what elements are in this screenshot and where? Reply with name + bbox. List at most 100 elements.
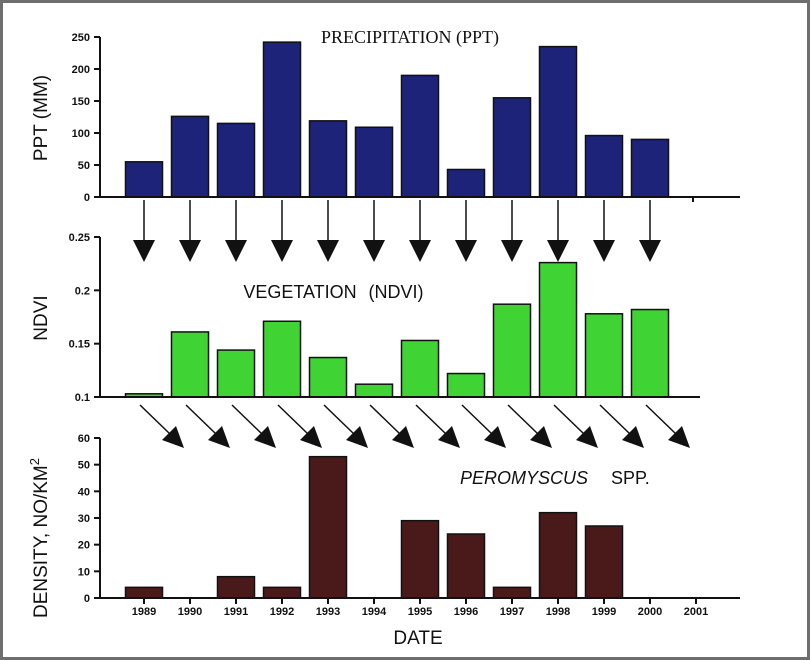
ndvi-bar-1993 xyxy=(308,356,348,398)
year-label-1994: 1994 xyxy=(362,606,387,618)
ndvi-bar-1998 xyxy=(538,261,578,398)
down-arrow-head xyxy=(179,240,201,262)
diagonal-arrow-head xyxy=(392,426,414,448)
diagonal-arrow-head xyxy=(622,426,644,448)
density-y-tick-label: 20 xyxy=(78,540,90,552)
ppt-bar-1995 xyxy=(400,74,440,198)
vegetation-title-ndvi: (NDVI) xyxy=(369,282,424,302)
precipitation-to-vegetation-arrows xyxy=(133,200,661,262)
ndvi-bar-1997 xyxy=(492,303,532,398)
ndvi-y-tick-label: 0.2 xyxy=(75,285,90,297)
density-bar-1997 xyxy=(492,586,532,599)
ndvi-bar-1991 xyxy=(216,349,256,398)
ndvi-bar-1990 xyxy=(170,331,210,398)
density-y-tick-label: 30 xyxy=(78,513,90,525)
down-arrow-head xyxy=(639,240,661,262)
density-bar-1993 xyxy=(308,455,348,599)
diagonal-arrow-shaft xyxy=(645,404,677,435)
diagonal-arrow-shaft xyxy=(599,404,631,435)
density-y-tick-label: 50 xyxy=(78,460,90,472)
diagonal-arrow-head xyxy=(530,426,552,448)
density-bar-1989 xyxy=(124,586,164,599)
density-panel: PEROMYSCUS SPP. DENSITY, NO/KM2 0 10 20 30 4… xyxy=(27,433,740,649)
diagonal-arrow-head xyxy=(208,426,230,448)
ndvi-bar-2000 xyxy=(630,308,670,398)
ndvi-axis-label: NDVI xyxy=(31,295,52,340)
ndvi-bar-1999 xyxy=(584,313,624,398)
ppt-y-tick-label: 250 xyxy=(72,32,90,44)
year-label-2000: 2000 xyxy=(638,606,662,618)
diagonal-arrow-head xyxy=(162,426,184,448)
ppt-bar-1998 xyxy=(538,45,578,198)
density-y-tick-label: 0 xyxy=(84,593,90,605)
ndvi-y-tick-label: 0.15 xyxy=(69,339,90,351)
vegetation-to-density-arrows xyxy=(139,404,690,448)
ndvi-bar-1995 xyxy=(400,339,440,398)
diagonal-arrow-shaft xyxy=(185,404,217,435)
density-y-tick-label: 40 xyxy=(78,486,90,498)
vegetation-title: VEGETATION xyxy=(243,282,356,302)
diagonal-arrow-shaft xyxy=(553,404,585,435)
density-title-genus: PEROMYSCUS xyxy=(460,468,588,488)
precipitation-panel: PRECIPITATION (PPT) PPT (MM) 0 50 100 150 20… xyxy=(31,27,740,204)
density-axis-label-text: DENSITY, NO/KM xyxy=(31,465,52,618)
diagonal-arrow-shaft xyxy=(507,404,539,435)
year-label-1989: 1989 xyxy=(132,606,156,618)
down-arrow-head xyxy=(547,240,569,262)
density-bar-1999 xyxy=(584,525,624,599)
diagonal-arrow-head xyxy=(254,426,276,448)
year-label-1999: 1999 xyxy=(592,606,616,618)
ppt-bar-1991 xyxy=(216,122,256,198)
diagonal-arrow-head xyxy=(438,426,460,448)
density-axis-label-superscript: 2 xyxy=(27,458,42,465)
vegetation-panel: VEGETATION (NDVI) NDVI 0.1 0.15 0.2 0.25 xyxy=(31,232,700,404)
precipitation-title: PRECIPITATION (PPT) xyxy=(321,27,499,48)
diagonal-arrow-head xyxy=(668,426,690,448)
ndvi-y-tick-label: 0.1 xyxy=(75,392,90,404)
year-label-1995: 1995 xyxy=(408,606,432,618)
density-bar-1995 xyxy=(400,519,440,599)
diagonal-arrow-shaft xyxy=(369,404,401,435)
ndvi-bar-1992 xyxy=(262,320,302,398)
year-label-2001: 2001 xyxy=(684,606,708,618)
year-label-1991: 1991 xyxy=(224,606,248,618)
ppt-bar-2000 xyxy=(630,138,670,198)
ppt-y-tick-label: 200 xyxy=(72,64,90,76)
diagonal-arrow-shaft xyxy=(277,404,309,435)
year-label-1996: 1996 xyxy=(454,606,478,618)
density-bar-1996 xyxy=(446,533,486,599)
year-label-1993: 1993 xyxy=(316,606,340,618)
density-y-tick-label: 60 xyxy=(78,433,90,445)
down-arrow-head xyxy=(317,240,339,262)
diagonal-arrow-head xyxy=(300,426,322,448)
ppt-bar-1989 xyxy=(124,161,164,198)
ndvi-y-tick-label: 0.25 xyxy=(69,232,90,244)
date-axis-label: DATE xyxy=(393,628,442,649)
down-arrow-head xyxy=(409,240,431,262)
diagonal-arrow-shaft xyxy=(461,404,493,435)
diagonal-arrow-head xyxy=(576,426,598,448)
density-bar-1992 xyxy=(262,586,302,599)
diagonal-arrow-shaft xyxy=(323,404,355,435)
ppt-bar-1999 xyxy=(584,134,624,198)
ppt-bar-1997 xyxy=(492,97,532,198)
density-bar-1991 xyxy=(216,575,256,599)
down-arrow-head xyxy=(455,240,477,262)
ppt-y-tick-label: 150 xyxy=(72,96,90,108)
ppt-bar-1993 xyxy=(308,120,348,198)
density-y-tick-label: 10 xyxy=(78,566,90,578)
diagonal-arrow-shaft xyxy=(139,404,171,435)
year-label-1998: 1998 xyxy=(546,606,570,618)
diagonal-arrow-head xyxy=(346,426,368,448)
diagonal-arrow-head xyxy=(484,426,506,448)
diagonal-arrow-shaft xyxy=(231,404,263,435)
ppt-axis-label: PPT (MM) xyxy=(31,75,52,161)
down-arrow-head xyxy=(501,240,523,262)
year-label-1990: 1990 xyxy=(178,606,202,618)
ppt-bar-1992 xyxy=(262,41,302,198)
year-label-1997: 1997 xyxy=(500,606,524,618)
ppt-y-tick-label: 0 xyxy=(84,192,90,204)
density-bar-1998 xyxy=(538,511,578,599)
